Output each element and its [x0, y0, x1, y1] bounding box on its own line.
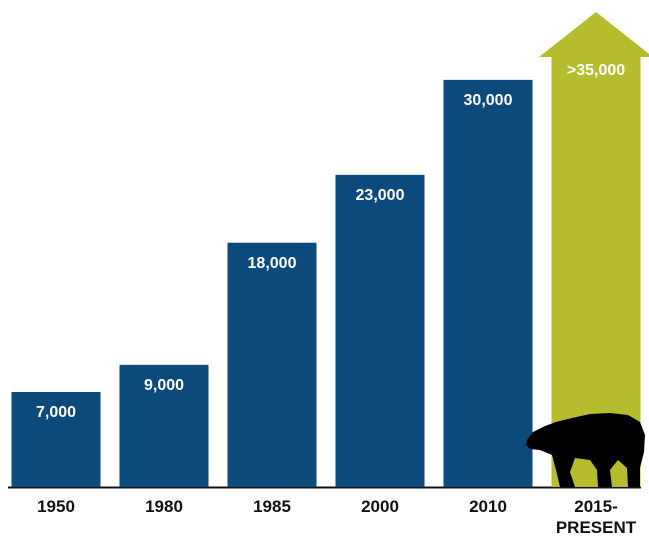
value-label: 18,000	[247, 254, 297, 272]
bar	[335, 174, 425, 487]
value-label: 23,000	[355, 186, 405, 204]
x-tick-label: 1985	[253, 497, 291, 516]
x-tick-label: 2010	[469, 497, 507, 516]
value-label: 7,000	[35, 404, 77, 421]
x-tick-label: 1950	[37, 497, 75, 516]
bear-icon	[526, 413, 645, 487]
value-label: >35,000	[566, 62, 626, 79]
value-label: 30,000	[463, 91, 513, 109]
marks	[11, 12, 649, 487]
x-tick-label: 1980	[145, 497, 183, 516]
x-tick-label: 2000	[361, 497, 399, 516]
value-label: 9,000	[143, 376, 185, 394]
arrow-bar	[539, 12, 649, 487]
bar	[227, 242, 317, 487]
bar	[119, 364, 209, 487]
bar	[443, 79, 533, 487]
x-tick-label: 2015- PRESENT	[555, 497, 637, 537]
bar	[11, 392, 101, 487]
